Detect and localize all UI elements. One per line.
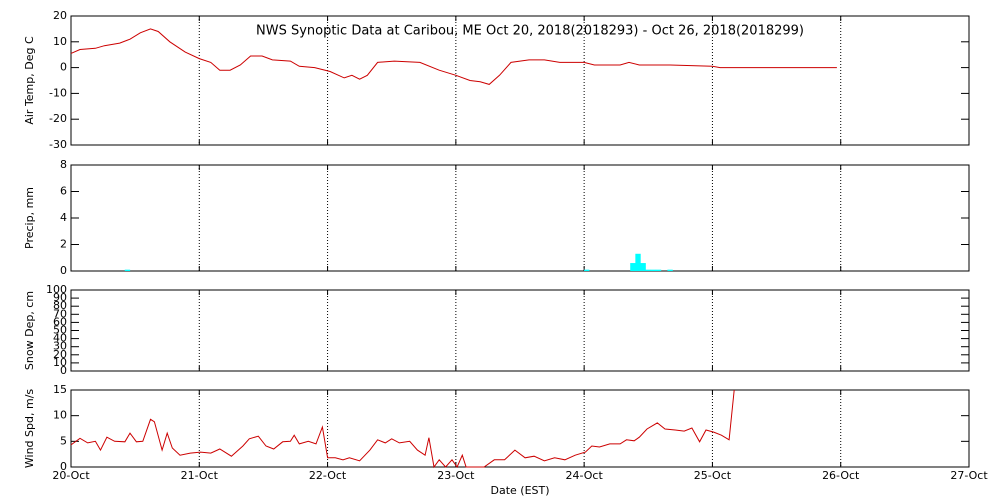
bar xyxy=(650,269,657,271)
bar xyxy=(124,269,131,271)
y-axis-label: Wind Spd, m/s xyxy=(23,389,36,469)
data-line xyxy=(70,28,837,85)
x-tick-label: 20-Oct xyxy=(52,469,90,482)
y-tick-label: -20 xyxy=(49,112,67,125)
y-axis-label: Precip, mm xyxy=(23,187,36,249)
y-tick-label: -30 xyxy=(49,138,67,151)
x-tick-label: 22-Oct xyxy=(309,469,347,482)
y-tick-label: 2 xyxy=(60,238,67,251)
bar xyxy=(630,263,636,271)
y-axis-label: Snow Dep, cm xyxy=(23,291,36,370)
y-tick-label: 90 xyxy=(53,291,67,304)
y-tick-label: 40 xyxy=(53,332,67,345)
bar xyxy=(584,269,590,271)
y-tick-label: 20 xyxy=(53,9,67,22)
y-tick-label: 0 xyxy=(60,61,67,74)
bar xyxy=(667,269,673,271)
y-tick-label: 10 xyxy=(53,35,67,48)
plot-frame xyxy=(70,164,970,272)
x-tick-label: 23-Oct xyxy=(437,469,475,482)
y-tick-label: 0 xyxy=(60,264,67,277)
plot-frame xyxy=(70,15,970,146)
y-tick-label: 60 xyxy=(53,315,67,328)
y-tick-label: 0 xyxy=(60,460,67,473)
x-tick-label: 21-Oct xyxy=(181,469,219,482)
x-tick-label: 25-Oct xyxy=(694,469,732,482)
y-tick-label: 50 xyxy=(53,324,67,337)
y-tick-label: 8 xyxy=(60,158,67,171)
y-tick-label: 4 xyxy=(60,211,67,224)
y-tick-label: 80 xyxy=(53,299,67,312)
y-tick-label: 5 xyxy=(60,434,67,447)
y-axis-label: Air Temp, Deg C xyxy=(23,36,36,125)
bar xyxy=(645,269,651,271)
x-tick-label: 27-Oct xyxy=(950,469,988,482)
y-tick-label: -10 xyxy=(49,86,67,99)
y-tick-label: 10 xyxy=(53,409,67,422)
y-tick-label: 30 xyxy=(53,340,67,353)
plot-frame xyxy=(70,289,970,372)
y-tick-label: 20 xyxy=(53,348,67,361)
data-line xyxy=(70,389,735,469)
x-tick-label: 24-Oct xyxy=(565,469,603,482)
y-tick-label: 0 xyxy=(60,364,67,377)
y-tick-label: 6 xyxy=(60,185,67,198)
y-tick-label: 10 xyxy=(53,356,67,369)
y-tick-label: 70 xyxy=(53,307,67,320)
x-tick-label: 26-Oct xyxy=(822,469,860,482)
bar xyxy=(640,263,646,271)
chart-title: NWS Synoptic Data at Caribou, ME Oct 20,… xyxy=(256,24,804,39)
y-tick-label: 15 xyxy=(53,383,67,396)
y-tick-label: 100 xyxy=(46,283,67,296)
plot-frame xyxy=(70,389,970,468)
x-axis-label: Date (EST) xyxy=(490,484,549,497)
bar xyxy=(655,269,662,271)
bar xyxy=(635,253,641,271)
